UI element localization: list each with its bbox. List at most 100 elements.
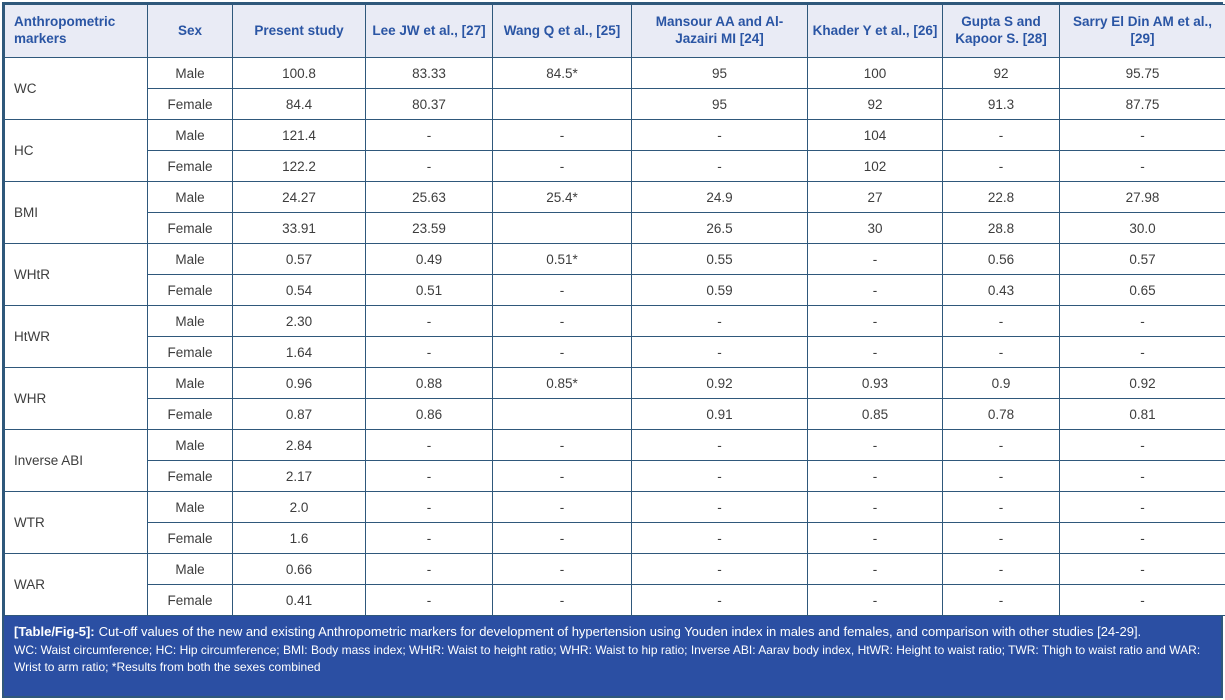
value-cell: - — [492, 119, 632, 151]
value-cell: 91.3 — [942, 88, 1060, 120]
value-cell: 0.88 — [365, 367, 493, 399]
value-cell: - — [631, 429, 808, 461]
sex-cell: Male — [147, 305, 233, 337]
value-cell: 100.8 — [232, 57, 366, 89]
value-cell: 0.92 — [1059, 367, 1225, 399]
column-header-6: Khader Y et al., [26] — [807, 4, 943, 58]
value-cell: - — [807, 274, 943, 306]
table-row: WC Male 100.8 83.33 84.5* 95 100 92 95.75 — [4, 57, 1225, 120]
column-header-7: Gupta S and Kapoor S. [28] — [942, 4, 1060, 58]
value-cell: - — [631, 460, 808, 492]
value-cell: 0.57 — [232, 243, 366, 275]
value-cell: 0.43 — [942, 274, 1060, 306]
table-row: WHR Male 0.96 0.88 0.85* 0.92 0.93 0.9 0.92 — [4, 367, 1225, 430]
table-row: HtWR Male 2.30- - - - - - — [4, 305, 1225, 368]
value-cell: 2.0 — [232, 491, 366, 523]
value-cell: 122.2 — [232, 150, 366, 182]
marker-cell: WHtR — [4, 243, 148, 306]
value-cell: - — [492, 150, 632, 182]
marker-cell: WC — [4, 57, 148, 120]
value-cell: 24.9 — [631, 181, 808, 213]
value-cell: - — [492, 491, 632, 523]
value-cell: 102 — [807, 150, 943, 182]
value-cell: 23.59 — [365, 212, 493, 244]
table-row: Female 1.64- - - - - - — [5, 336, 1225, 368]
sex-cell: Female — [147, 212, 233, 244]
value-cell: - — [365, 553, 493, 585]
sex-cell: Female — [147, 522, 233, 554]
value-cell: - — [942, 460, 1060, 492]
sex-cell: Male — [147, 553, 233, 585]
caption-main-line: [Table/Fig-5]: Cut-off values of the new … — [14, 623, 1211, 641]
value-cell: - — [807, 522, 943, 554]
table-row: Female 0.87 0.86 0.91 0.85 0.78 0.81 — [5, 398, 1225, 430]
value-cell: - — [631, 119, 808, 151]
sex-cell: Male — [147, 491, 233, 523]
value-cell: - — [631, 305, 808, 337]
column-header-3: Lee JW et al., [27] — [365, 4, 493, 58]
value-cell: 26.5 — [631, 212, 808, 244]
column-header-8: Sarry El Din AM et al., [29] — [1059, 4, 1225, 58]
value-cell: 27.98 — [1059, 181, 1225, 213]
sex-cell: Male — [147, 243, 233, 275]
table-body: WC Male 100.8 83.33 84.5* 95 100 92 95.75 Female 8… — [4, 57, 1225, 616]
value-cell: 2.30 — [232, 305, 366, 337]
sex-cell: Male — [147, 181, 233, 213]
value-cell: 22.8 — [942, 181, 1060, 213]
table-row: WHtR Male 0.57 0.49 0.51* 0.55-0.56 0.57 — [4, 243, 1225, 306]
value-cell: 33.91 — [232, 212, 366, 244]
value-cell: - — [942, 429, 1060, 461]
value-cell: 0.87 — [232, 398, 366, 430]
value-cell: - — [1059, 336, 1225, 368]
value-cell: 95.75 — [1059, 57, 1225, 89]
value-cell: 0.78 — [942, 398, 1060, 430]
value-cell: - — [942, 491, 1060, 523]
value-cell: - — [492, 274, 632, 306]
value-cell: 0.92 — [631, 367, 808, 399]
value-cell: - — [1059, 305, 1225, 337]
value-cell: - — [365, 522, 493, 554]
value-cell: 0.66 — [232, 553, 366, 585]
value-cell: - — [365, 460, 493, 492]
table-row: Female 0.54 0.51-0.59-0.43 0.65 — [5, 274, 1225, 306]
value-cell: - — [492, 429, 632, 461]
value-cell: 0.86 — [365, 398, 493, 430]
value-cell: 0.56 — [942, 243, 1060, 275]
value-cell: 2.17 — [232, 460, 366, 492]
value-cell: 30.0 — [1059, 212, 1225, 244]
marker-cell: BMI — [4, 181, 148, 244]
value-cell: 0.55 — [631, 243, 808, 275]
value-cell: - — [942, 336, 1060, 368]
value-cell: 0.93 — [807, 367, 943, 399]
value-cell: 0.9 — [942, 367, 1060, 399]
table-caption: [Table/Fig-5]: Cut-off values of the new … — [4, 616, 1221, 696]
value-cell: - — [942, 553, 1060, 585]
value-cell: - — [807, 305, 943, 337]
table-row: Female 33.91 23.59 26.5 30 28.8 30.0 — [5, 212, 1225, 244]
value-cell: 0.49 — [365, 243, 493, 275]
value-cell: - — [631, 584, 808, 616]
value-cell: - — [365, 429, 493, 461]
value-cell: 0.51 — [365, 274, 493, 306]
marker-cell: WHR — [4, 367, 148, 430]
value-cell: 0.85* — [492, 367, 632, 399]
value-cell: - — [807, 429, 943, 461]
value-cell: - — [492, 305, 632, 337]
value-cell: 0.96 — [232, 367, 366, 399]
value-cell: - — [807, 336, 943, 368]
value-cell — [492, 88, 632, 120]
table-row: Female 84.4 80.37 95 92 91.3 87.75 — [5, 88, 1225, 120]
value-cell: - — [492, 336, 632, 368]
table-row: Female 1.6- - - - - - — [5, 522, 1225, 554]
value-cell: 25.4* — [492, 181, 632, 213]
table-row: BMI Male 24.27 25.63 25.4* 24.9 27 22.8 27.98 — [4, 181, 1225, 244]
table-row: WTR Male 2.0- - - - - - — [4, 491, 1225, 554]
value-cell: - — [942, 305, 1060, 337]
value-cell: - — [942, 522, 1060, 554]
column-header-2: Present study — [232, 4, 366, 58]
sex-cell: Male — [147, 429, 233, 461]
value-cell: - — [1059, 150, 1225, 182]
value-cell — [492, 398, 632, 430]
value-cell: - — [365, 150, 493, 182]
